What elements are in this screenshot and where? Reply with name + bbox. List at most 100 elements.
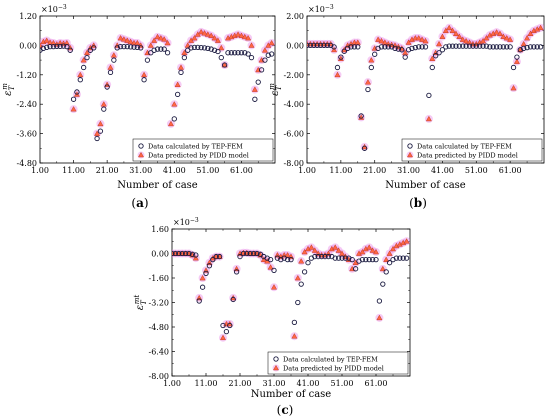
pidd-point [154, 33, 161, 40]
pidd-point [124, 37, 131, 43]
panel-b: 2.00 0.00 -2.00 -4.00 -6.00 -8.001.00 11.00 21.… [268, 4, 545, 210]
pidd-point [161, 36, 168, 42]
pidd-point [204, 31, 211, 37]
legend-fem-label: Data calculated by TEP-FEM [148, 142, 243, 150]
legend-box [401, 138, 543, 162]
fem-point [176, 250, 182, 257]
pidd-point [141, 71, 148, 78]
fem-point [158, 46, 164, 52]
fem-point [201, 45, 208, 51]
pidd-point [83, 49, 91, 56]
legend-pidd-marker [406, 151, 414, 158]
pidd-point [235, 31, 242, 37]
fem-point [188, 45, 194, 51]
fem-point [232, 50, 238, 56]
fem-point [91, 45, 97, 51]
fem-point [64, 43, 70, 50]
fem-point [127, 44, 134, 50]
y-tick-label: -6.00 [283, 130, 304, 139]
fem-point [196, 298, 202, 304]
pidd-point [368, 56, 375, 63]
legend-pidd-marker [137, 151, 145, 158]
fem-point [250, 250, 257, 257]
x-tick-label: 61.00 [365, 379, 388, 388]
panel-label: (c) [277, 403, 294, 417]
pidd-point [268, 39, 275, 46]
x-tick-label: 61.00 [499, 166, 522, 175]
fem-point [84, 55, 90, 61]
pidd-point [403, 238, 410, 244]
fem-point [154, 46, 161, 52]
x-axis-label: Number of case [117, 180, 198, 191]
fem-point [321, 42, 327, 49]
x-tick-label: 61.00 [230, 166, 253, 175]
pidd-point [493, 29, 500, 35]
pidd-point [452, 30, 459, 36]
pidd-point [449, 27, 456, 34]
pidd-point [127, 38, 134, 45]
fem-point [134, 44, 141, 51]
fem-point [107, 69, 114, 76]
pidd-point [383, 256, 390, 262]
pidd-point [43, 37, 50, 43]
fem-point [225, 50, 231, 56]
fem-point [477, 43, 483, 49]
pidd-point [364, 79, 371, 85]
pidd-point [77, 71, 84, 78]
fem-point [242, 50, 248, 56]
fem-point [238, 50, 245, 56]
fem-point [315, 253, 321, 260]
y-tick-label: 0.00 [19, 41, 37, 50]
pidd-point [425, 115, 432, 122]
fem-point [44, 44, 50, 51]
fem-point [174, 91, 181, 98]
fem-point [395, 46, 402, 52]
fem-point [141, 77, 147, 83]
fem-point [94, 135, 100, 142]
pidd-point [157, 34, 164, 41]
y-tick-label: -3.20 [148, 299, 169, 308]
pidd-point [337, 55, 344, 61]
fem-point [363, 256, 369, 263]
fem-point [97, 128, 104, 134]
fem-point [215, 48, 221, 55]
pidd-point [70, 105, 77, 112]
fem-point [161, 46, 167, 52]
pidd-point [245, 34, 252, 41]
pidd-point [57, 39, 64, 46]
y-tick-label: 2.00 [286, 12, 304, 21]
legend-fem-marker [273, 356, 279, 362]
y-tick-label: -4.80 [16, 159, 37, 168]
x-tick-label: 51.00 [331, 379, 354, 388]
fem-point [138, 45, 144, 51]
fem-point [70, 96, 77, 102]
pidd-point [301, 248, 308, 255]
fem-point [341, 48, 347, 54]
fem-point [537, 44, 544, 50]
fem-point [244, 250, 250, 257]
fem-point [47, 43, 53, 50]
pidd-point [513, 58, 520, 64]
pidd-point [466, 39, 473, 45]
fem-point [233, 269, 240, 275]
pidd-point [372, 248, 380, 255]
fem-point [57, 43, 63, 50]
pidd-point [248, 42, 255, 48]
panel-label: (b) [409, 196, 427, 210]
y-tick-label: -8.00 [283, 159, 304, 168]
fem-point [216, 253, 223, 260]
pidd-point [369, 247, 376, 253]
legend-pidd-label: Data predicted by PIDD model [283, 364, 384, 372]
fem-point [531, 44, 537, 50]
pidd-point [389, 245, 397, 252]
fem-point [453, 43, 459, 49]
pidd-point [120, 36, 127, 42]
x-tick-label: 31.00 [263, 379, 286, 388]
fem-point [480, 43, 486, 49]
pidd-point [386, 250, 393, 256]
legend-fem-label: Data calculated by TEP-FEM [417, 142, 512, 150]
fem-point [403, 255, 410, 261]
x-tick-label: 51.00 [196, 166, 219, 175]
fem-point [463, 43, 469, 49]
fem-point [358, 113, 364, 119]
